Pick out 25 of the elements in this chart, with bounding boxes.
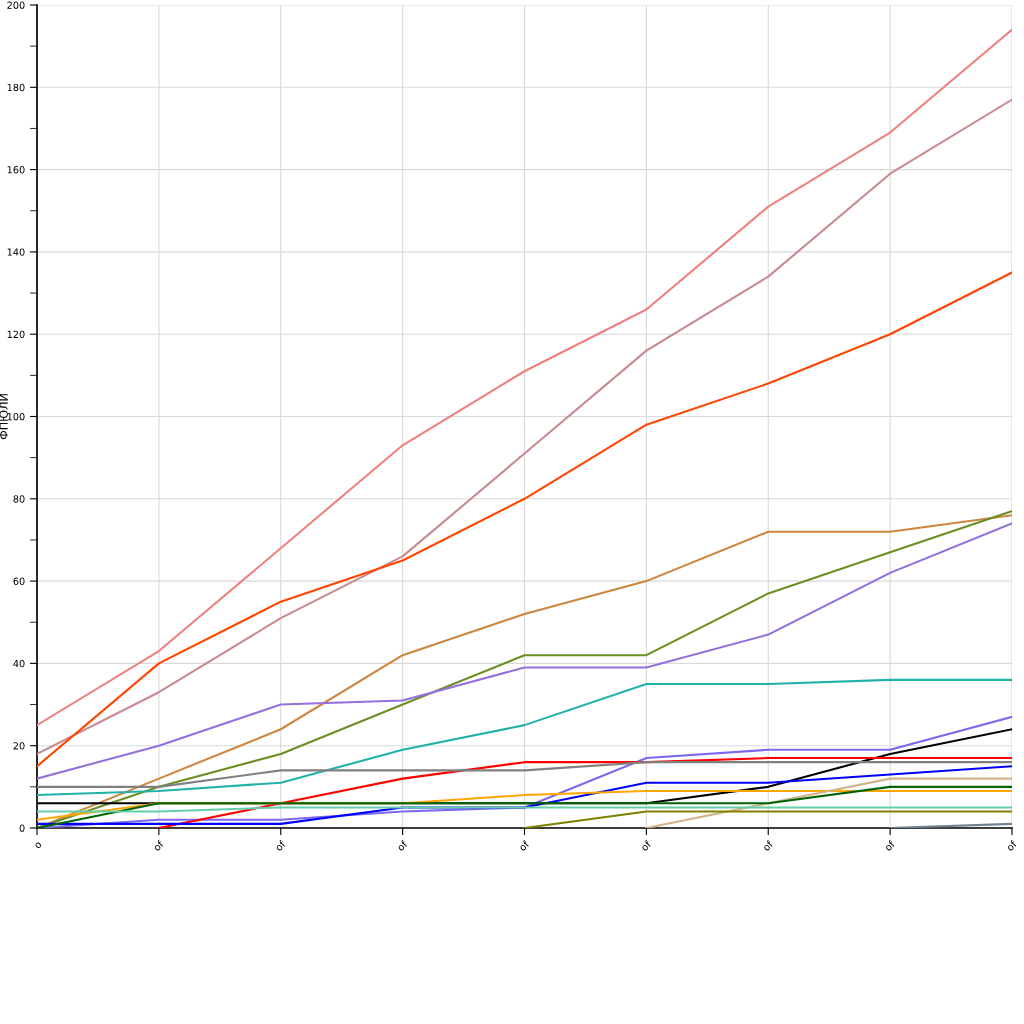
x-tick-label: of bbox=[762, 839, 774, 852]
y-tick-label: 0 bbox=[19, 824, 25, 832]
x-tick-label: of bbox=[152, 839, 165, 852]
y-tick-label: 180 bbox=[7, 83, 25, 92]
line-series bbox=[37, 522, 1012, 780]
x-tick-label: o bbox=[34, 841, 42, 849]
y-tick-label: 160 bbox=[7, 166, 25, 174]
y-tick-label: 80 bbox=[13, 495, 25, 503]
x-tick-label: of bbox=[518, 839, 530, 852]
y-tick-label: 60 bbox=[13, 577, 25, 585]
y-axis-title: ФПЮЛИ bbox=[0, 394, 8, 440]
y-tick-label: 140 bbox=[7, 248, 25, 256]
y-tick-label: 20 bbox=[13, 742, 25, 750]
x-tick-label: of bbox=[396, 839, 409, 852]
line-series bbox=[157, 757, 1012, 828]
line-series bbox=[37, 678, 1012, 797]
x-tick-label: of bbox=[1005, 839, 1018, 852]
y-tick-label: 200 bbox=[7, 1, 25, 9]
x-tick-label: of bbox=[883, 839, 896, 852]
y-tick-label: 40 bbox=[13, 659, 25, 668]
x-tick-label: of bbox=[274, 839, 287, 852]
x-tick-label: of bbox=[640, 839, 652, 852]
line-series bbox=[37, 271, 1012, 768]
y-tick-label: 100 bbox=[7, 412, 25, 421]
y-tick-label: 120 bbox=[7, 330, 25, 339]
